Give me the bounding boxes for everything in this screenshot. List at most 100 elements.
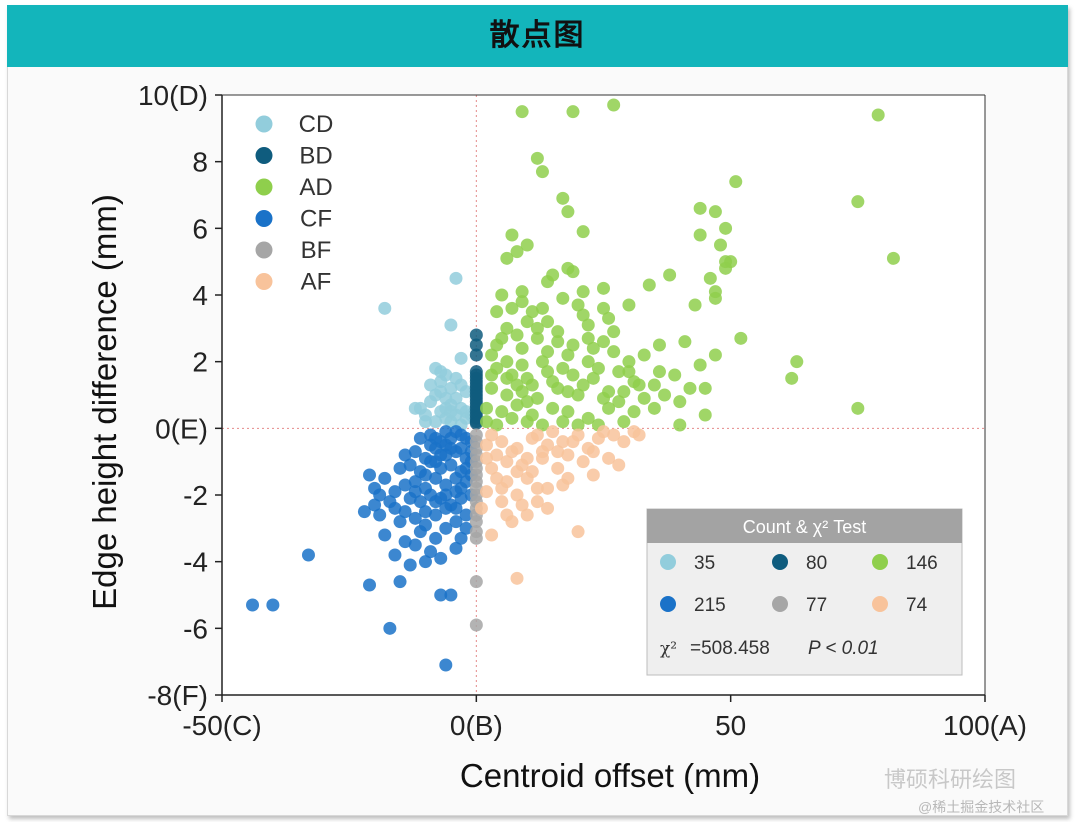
legend-label-bf: BF (301, 237, 332, 264)
point-cf (439, 478, 453, 492)
series-bf (469, 428, 483, 632)
point-ad (530, 321, 544, 335)
point-ad (612, 365, 626, 379)
point-ad (541, 345, 555, 359)
point-cf (439, 521, 453, 535)
point-af (632, 428, 646, 442)
point-ad (541, 275, 555, 289)
point-bf (469, 531, 483, 545)
x-tick-label: 50 (715, 710, 746, 741)
point-ad (535, 418, 549, 432)
y-tick-label: -8(F) (147, 680, 208, 711)
count-swatch-cf (660, 596, 676, 612)
point-ad (500, 355, 514, 369)
series-af (474, 425, 646, 585)
point-ad (515, 358, 529, 372)
point-cf (378, 528, 392, 542)
point-ad (535, 165, 549, 179)
point-ad (520, 395, 534, 409)
point-bf (469, 618, 483, 632)
point-cf (449, 471, 463, 485)
point-ad (576, 378, 590, 392)
point-cd (444, 381, 458, 395)
point-ad (515, 105, 529, 119)
y-tick-label: 10(D) (138, 80, 208, 111)
point-cf (434, 588, 448, 602)
point-ad (551, 335, 565, 349)
point-ad (719, 261, 733, 275)
point-ad (790, 355, 804, 369)
point-af (530, 428, 544, 442)
point-cf (418, 518, 432, 532)
point-cf (398, 535, 412, 549)
point-ad (602, 401, 616, 415)
point-ad (566, 105, 580, 119)
chi2-symbol: χ² (660, 639, 677, 659)
point-ad (612, 395, 626, 409)
point-ad (617, 415, 631, 429)
point-ad (576, 225, 590, 239)
point-cd (434, 365, 448, 379)
point-cf (363, 578, 377, 592)
point-ad (719, 221, 733, 235)
point-cd (449, 391, 463, 405)
point-ad (515, 295, 529, 309)
y-axis-label: Edge height difference (mm) (86, 194, 123, 610)
header-bar: 散点图 (7, 5, 1068, 67)
point-ad (622, 298, 636, 312)
point-ad (678, 335, 692, 349)
point-cf (373, 508, 387, 522)
point-ad (510, 245, 524, 259)
point-ad (495, 288, 509, 302)
point-cf (449, 541, 463, 555)
count-value-bd: 80 (806, 553, 827, 574)
point-ad (851, 195, 865, 209)
point-af (607, 428, 621, 442)
header-title: 散点图 (489, 18, 586, 53)
point-af (515, 498, 529, 512)
point-af (495, 495, 509, 509)
point-cf (444, 588, 458, 602)
point-cf (408, 538, 422, 552)
point-af (586, 468, 600, 482)
point-ad (688, 298, 702, 312)
point-cf (429, 531, 443, 545)
point-ad (525, 305, 539, 319)
point-cf (393, 461, 407, 475)
point-cd (418, 415, 432, 429)
point-cf (449, 515, 463, 529)
point-ad (541, 365, 555, 379)
point-af (566, 435, 580, 449)
count-value-cf: 215 (694, 595, 726, 616)
point-ad (571, 388, 585, 402)
x-tick-label: -50(C) (182, 710, 261, 741)
point-ad (485, 368, 499, 382)
point-ad (607, 98, 621, 112)
point-ad (571, 418, 585, 432)
point-ad (490, 418, 504, 432)
point-ad (698, 408, 712, 422)
point-ad (708, 291, 722, 305)
point-ad (663, 268, 677, 282)
legend: CD BD AD CF BF AF (255, 111, 333, 296)
point-af (490, 448, 504, 462)
point-cf (439, 488, 453, 502)
point-cd (444, 318, 458, 332)
point-cd (449, 271, 463, 285)
point-cf (454, 481, 468, 495)
point-cf (408, 485, 422, 499)
point-af (541, 481, 555, 495)
point-ad (607, 325, 621, 339)
point-af (556, 435, 570, 449)
point-af (551, 445, 565, 459)
point-af (510, 488, 524, 502)
point-ad (490, 305, 504, 319)
point-af (530, 481, 544, 495)
point-ad (500, 388, 514, 402)
point-ad (693, 201, 707, 215)
point-cf (429, 495, 443, 509)
point-ad (551, 325, 565, 339)
point-cf (454, 491, 468, 505)
point-ad (627, 405, 641, 419)
point-af (561, 471, 575, 485)
